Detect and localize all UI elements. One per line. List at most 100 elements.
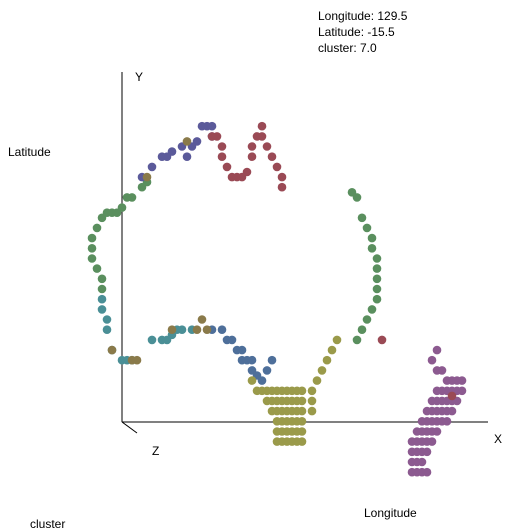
data-point[interactable] (192, 325, 202, 335)
data-point[interactable] (237, 345, 247, 355)
data-point[interactable] (247, 152, 257, 161)
data-point[interactable] (97, 284, 107, 294)
data-point[interactable] (362, 223, 372, 233)
data-point[interactable] (182, 137, 192, 146)
data-point[interactable] (147, 162, 157, 172)
data-point[interactable] (297, 427, 307, 436)
data-point[interactable] (262, 366, 272, 375)
data-point[interactable] (357, 213, 367, 223)
data-point[interactable] (372, 264, 382, 273)
data-point[interactable] (307, 396, 317, 406)
data-point[interactable] (117, 203, 127, 212)
data-point[interactable] (217, 142, 227, 151)
data-point[interactable] (92, 264, 102, 273)
data-point[interactable] (142, 172, 152, 182)
data-point[interactable] (212, 132, 222, 141)
data-point[interactable] (182, 152, 192, 161)
data-point[interactable] (107, 345, 117, 355)
data-point[interactable] (272, 162, 282, 172)
data-point[interactable] (367, 233, 377, 243)
data-point[interactable] (427, 355, 437, 365)
data-point[interactable] (277, 182, 287, 192)
data-point[interactable] (242, 167, 252, 177)
data-point[interactable] (97, 294, 107, 304)
data-point[interactable] (247, 355, 257, 365)
data-point[interactable] (427, 437, 437, 446)
data-point[interactable] (312, 376, 322, 385)
data-point[interactable] (422, 447, 432, 457)
data-point[interactable] (247, 142, 257, 151)
data-point[interactable] (442, 417, 452, 426)
data-point[interactable] (372, 274, 382, 284)
data-point[interactable] (167, 147, 177, 156)
data-point[interactable] (327, 345, 337, 355)
data-point[interactable] (422, 467, 432, 477)
data-point[interactable] (372, 284, 382, 294)
data-point[interactable] (217, 325, 227, 335)
data-point[interactable] (87, 233, 97, 243)
data-point[interactable] (197, 315, 207, 324)
data-point[interactable] (372, 294, 382, 304)
data-point[interactable] (167, 325, 177, 335)
data-point[interactable] (267, 152, 277, 161)
data-point[interactable] (207, 121, 217, 131)
data-point[interactable] (447, 406, 457, 416)
data-point[interactable] (87, 244, 97, 253)
data-point[interactable] (297, 406, 307, 416)
data-point[interactable] (257, 132, 267, 141)
data-point[interactable] (257, 376, 267, 385)
data-point[interactable] (307, 406, 317, 416)
data-point[interactable] (297, 437, 307, 446)
z-axis-letter: Z (152, 444, 160, 458)
data-point[interactable] (437, 366, 447, 375)
data-point[interactable] (372, 254, 382, 263)
data-point[interactable] (362, 315, 372, 324)
data-point[interactable] (352, 193, 362, 202)
data-point[interactable] (202, 325, 212, 335)
data-point[interactable] (132, 355, 142, 365)
data-point[interactable] (102, 325, 112, 335)
axes-lines (121, 72, 488, 434)
data-point[interactable] (102, 315, 112, 324)
data-point[interactable] (147, 335, 157, 345)
data-point[interactable] (307, 386, 317, 396)
data-point[interactable] (97, 274, 107, 284)
data-point[interactable] (457, 386, 467, 396)
data-point[interactable] (257, 121, 267, 131)
data-point[interactable] (177, 325, 187, 335)
data-point[interactable] (357, 325, 367, 335)
data-point[interactable] (267, 355, 277, 365)
longitude-axis-label: Longitude (364, 506, 417, 520)
data-point[interactable] (432, 427, 442, 436)
data-point[interactable] (92, 223, 102, 233)
data-point[interactable] (367, 305, 377, 314)
data-point[interactable] (247, 376, 257, 385)
data-point[interactable] (447, 391, 457, 401)
data-point[interactable] (367, 244, 377, 253)
tooltip-latitude: Latitude: -15.5 (318, 25, 395, 39)
data-point[interactable] (192, 137, 202, 146)
data-point[interactable] (317, 366, 327, 375)
data-point[interactable] (127, 193, 137, 202)
data-point[interactable] (297, 417, 307, 426)
x-axis-letter: X (494, 432, 503, 446)
data-point[interactable] (97, 305, 107, 314)
data-point[interactable] (297, 396, 307, 406)
data-point[interactable] (457, 376, 467, 385)
data-point[interactable] (322, 355, 332, 365)
data-point[interactable] (332, 335, 342, 345)
data-point[interactable] (417, 457, 427, 467)
data-point[interactable] (262, 142, 272, 151)
data-point[interactable] (277, 172, 287, 182)
data-point[interactable] (377, 335, 387, 345)
z-axis-line (121, 421, 138, 434)
data-point[interactable] (217, 152, 227, 161)
data-point[interactable] (352, 335, 362, 345)
data-point[interactable] (87, 254, 97, 263)
data-point[interactable] (227, 335, 237, 345)
data-point[interactable] (432, 345, 442, 355)
data-point[interactable] (297, 386, 307, 396)
y-axis-letter: Y (135, 70, 144, 84)
data-point[interactable] (222, 162, 232, 172)
